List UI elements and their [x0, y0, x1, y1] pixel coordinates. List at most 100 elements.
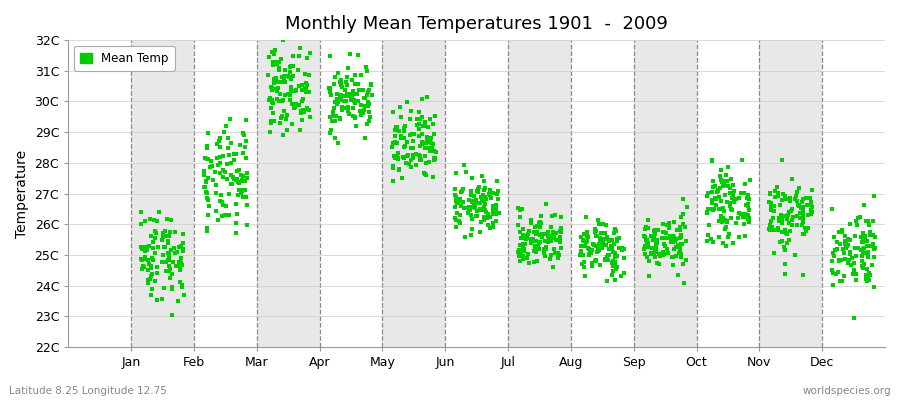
Point	[148, 230, 163, 237]
Point	[839, 245, 853, 251]
Point	[537, 246, 552, 253]
Point	[297, 108, 311, 115]
Point	[548, 237, 562, 243]
Point	[726, 199, 741, 205]
Point	[351, 98, 365, 104]
Point	[278, 79, 293, 86]
Point	[594, 236, 608, 242]
Point	[833, 241, 848, 247]
Point	[347, 98, 362, 104]
Point	[780, 239, 795, 246]
Point	[762, 190, 777, 196]
Point	[779, 216, 794, 222]
Point	[585, 260, 599, 266]
Point	[832, 229, 846, 236]
Point	[647, 231, 662, 237]
Point	[836, 246, 850, 252]
Point	[422, 159, 436, 165]
Point	[486, 203, 500, 209]
Point	[771, 214, 786, 221]
Point	[544, 235, 559, 241]
Point	[554, 234, 568, 240]
Point	[134, 220, 148, 227]
Point	[267, 118, 282, 124]
Point	[472, 228, 487, 235]
Point	[600, 254, 615, 260]
Point	[413, 157, 428, 164]
Point	[796, 272, 810, 278]
Point	[462, 197, 476, 204]
Point	[478, 194, 492, 200]
Point	[700, 206, 715, 212]
Point	[264, 118, 278, 124]
Point	[662, 223, 676, 230]
Point	[801, 225, 815, 232]
Point	[537, 231, 552, 238]
Point	[200, 145, 214, 152]
Point	[161, 238, 176, 244]
Point	[334, 77, 348, 84]
Point	[288, 88, 302, 95]
Point	[418, 119, 433, 126]
Point	[174, 254, 188, 261]
Point	[299, 88, 313, 95]
Point	[174, 260, 188, 266]
Point	[676, 261, 690, 268]
Point	[796, 196, 810, 202]
Point	[326, 109, 340, 116]
Point	[796, 208, 810, 214]
Point	[859, 276, 873, 282]
Point	[420, 123, 435, 130]
Point	[599, 222, 614, 228]
Point	[590, 217, 605, 224]
Point	[265, 84, 279, 91]
Point	[175, 284, 189, 291]
Point	[672, 227, 687, 233]
Point	[598, 242, 613, 248]
Point	[262, 96, 276, 103]
Point	[716, 178, 730, 185]
Point	[389, 124, 403, 130]
Point	[717, 192, 732, 198]
Point	[423, 146, 437, 152]
Point	[230, 151, 244, 157]
Point	[145, 270, 159, 277]
Point	[211, 154, 225, 161]
Point	[658, 242, 672, 249]
Point	[574, 248, 589, 254]
Point	[601, 238, 616, 244]
Point	[716, 182, 731, 188]
Point	[300, 55, 314, 62]
Point	[295, 96, 310, 103]
Point	[281, 91, 295, 97]
Point	[868, 234, 882, 240]
Point	[397, 144, 411, 150]
Point	[428, 155, 442, 161]
Point	[158, 227, 172, 234]
Point	[448, 186, 463, 192]
Point	[867, 193, 881, 200]
Point	[716, 214, 730, 221]
Point	[269, 95, 284, 102]
Point	[272, 65, 286, 71]
Point	[779, 230, 794, 237]
Point	[161, 257, 176, 263]
Point	[594, 230, 608, 236]
Point	[331, 140, 346, 146]
Point	[679, 257, 693, 263]
Point	[608, 259, 623, 266]
Point	[549, 237, 563, 244]
Point	[470, 208, 484, 214]
Point	[351, 52, 365, 58]
Point	[771, 218, 786, 224]
Point	[544, 224, 558, 230]
Point	[725, 194, 740, 201]
Point	[592, 247, 607, 253]
Point	[659, 235, 673, 241]
Point	[640, 237, 654, 244]
Point	[670, 227, 684, 233]
Point	[672, 242, 687, 249]
Point	[705, 200, 719, 206]
Point	[774, 215, 788, 221]
Point	[333, 114, 347, 121]
